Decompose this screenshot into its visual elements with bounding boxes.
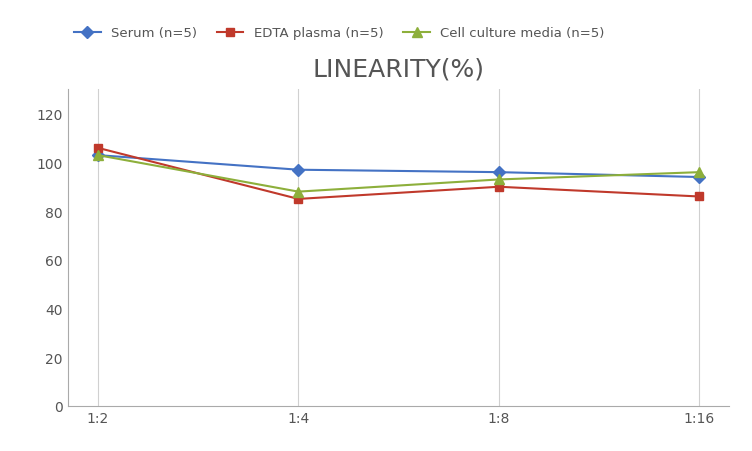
EDTA plasma (n=5) <box>494 184 503 190</box>
Cell culture media (n=5) <box>695 170 704 175</box>
Cell culture media (n=5) <box>294 189 303 195</box>
Serum (n=5) <box>294 168 303 173</box>
Serum (n=5) <box>695 175 704 180</box>
EDTA plasma (n=5) <box>294 197 303 202</box>
Serum (n=5) <box>93 153 102 158</box>
EDTA plasma (n=5) <box>93 146 102 151</box>
Title: LINEARITY(%): LINEARITY(%) <box>313 57 484 81</box>
EDTA plasma (n=5) <box>695 194 704 200</box>
Line: Serum (n=5): Serum (n=5) <box>93 152 704 182</box>
Serum (n=5) <box>494 170 503 175</box>
Line: EDTA plasma (n=5): EDTA plasma (n=5) <box>93 144 704 204</box>
Cell culture media (n=5) <box>93 153 102 158</box>
Legend: Serum (n=5), EDTA plasma (n=5), Cell culture media (n=5): Serum (n=5), EDTA plasma (n=5), Cell cul… <box>74 28 605 40</box>
Line: Cell culture media (n=5): Cell culture media (n=5) <box>93 151 704 197</box>
Cell culture media (n=5) <box>494 177 503 183</box>
